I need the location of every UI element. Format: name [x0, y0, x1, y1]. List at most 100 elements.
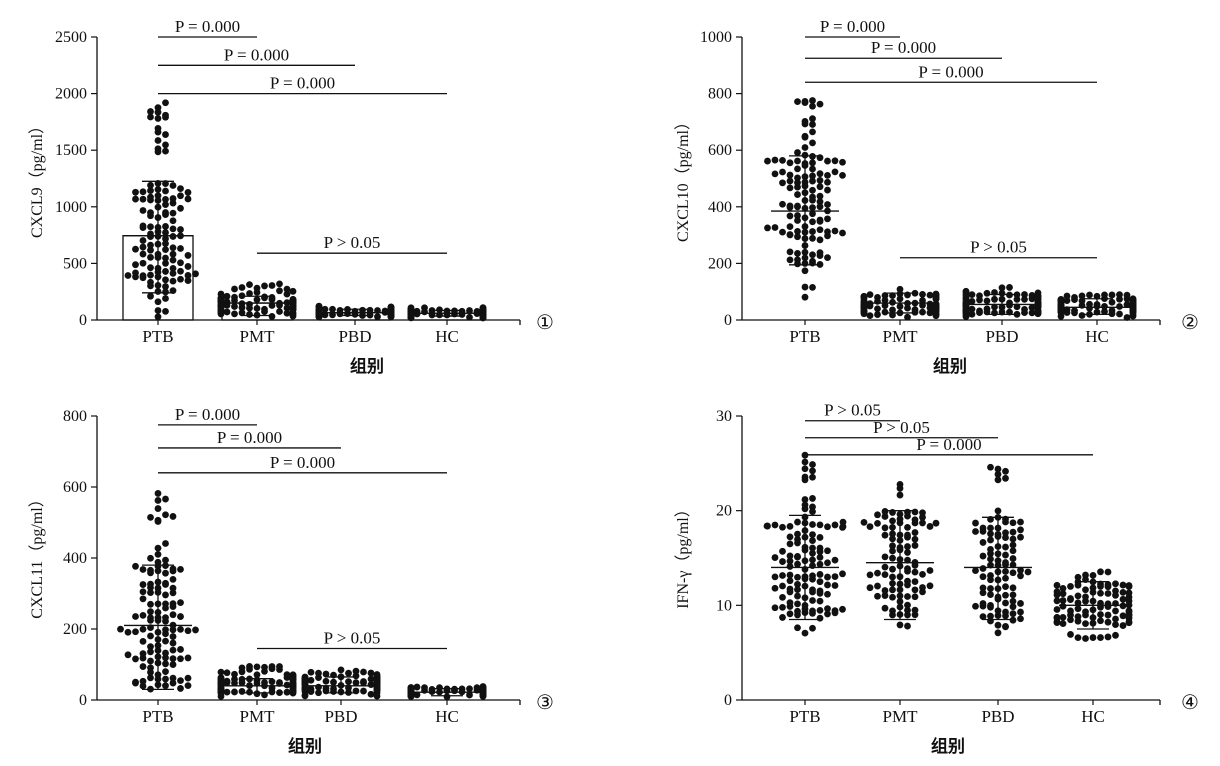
data-point [1074, 617, 1082, 625]
data-point [786, 533, 794, 541]
data-point [994, 629, 1002, 637]
data-point [904, 593, 911, 600]
data-point [987, 536, 994, 544]
data-point [1074, 573, 1082, 581]
data-point [794, 260, 801, 268]
data-point [1053, 581, 1061, 589]
data-point [169, 589, 177, 597]
data-point [831, 227, 839, 235]
data-point [809, 624, 816, 632]
data-point [162, 569, 169, 577]
data-point [786, 223, 794, 231]
data-point [839, 570, 846, 578]
chart-panel-1: 0 500 1000 1500 2000 2500 CXCL9（pg/ml） 组别 ① PTB PM… [28, 17, 554, 377]
data-point [911, 578, 919, 585]
data-point [816, 217, 824, 225]
data-point [162, 604, 169, 612]
data-point [217, 308, 225, 316]
data-point [911, 535, 919, 543]
data-point [330, 678, 337, 686]
data-point [301, 676, 309, 684]
data-point [132, 195, 139, 203]
data-point [253, 690, 261, 698]
data-point [1017, 608, 1024, 616]
data-point [911, 561, 919, 569]
data-point [801, 151, 809, 159]
data-point [177, 613, 184, 620]
data-point [839, 605, 846, 613]
data-point [1059, 597, 1067, 604]
x-tick-label: HC [1085, 327, 1109, 346]
data-point [809, 597, 816, 604]
x-tick-label: HC [435, 327, 459, 346]
data-point [1074, 605, 1082, 613]
data-point [1002, 574, 1009, 582]
data-point [329, 305, 336, 313]
data-point [162, 246, 169, 254]
data-point [976, 296, 983, 304]
data-point [479, 312, 487, 320]
data-point [824, 590, 831, 598]
data-point [162, 675, 169, 683]
data-point [162, 511, 169, 519]
data-point [154, 298, 162, 306]
data-point [162, 637, 169, 645]
x-tick-label: PBD [985, 327, 1018, 346]
data-point [809, 495, 816, 502]
data-point [154, 137, 162, 144]
data-point [162, 211, 169, 218]
data-point [473, 684, 481, 692]
data-point [217, 689, 225, 697]
data-point [184, 263, 192, 270]
data-point [169, 674, 177, 682]
data-point [1119, 581, 1127, 589]
panel-number: ④ [1181, 690, 1199, 714]
data-point [147, 674, 154, 682]
data-point [1053, 613, 1061, 621]
data-point [809, 473, 816, 481]
data-point [983, 297, 991, 305]
data-point [162, 141, 169, 149]
data-point [816, 183, 824, 191]
data-point [139, 588, 147, 596]
data-point [1002, 467, 1009, 475]
y-tick-label: 800 [63, 408, 87, 425]
data-point [154, 313, 162, 321]
data-point [779, 228, 786, 236]
x-tick-label: PTB [789, 707, 820, 726]
data-point [831, 168, 839, 176]
x-tick-label: PBD [981, 707, 1014, 726]
data-point [1108, 298, 1116, 306]
data-point [794, 530, 801, 538]
data-point [816, 597, 824, 605]
data-point [231, 293, 238, 301]
data-point [283, 309, 291, 317]
data-point [979, 584, 987, 592]
data-point [816, 177, 824, 184]
data-point [301, 692, 309, 700]
data-point [184, 195, 192, 203]
data-point [824, 605, 831, 613]
data-point [809, 251, 816, 259]
data-point [1002, 474, 1009, 482]
data-point [1089, 634, 1097, 641]
data-point [932, 519, 940, 527]
data-point [1067, 616, 1074, 624]
data-point [794, 191, 801, 198]
data-point [1125, 612, 1133, 620]
data-point [177, 259, 184, 267]
data-point [904, 622, 911, 630]
data-point [904, 523, 911, 531]
data-point [479, 687, 487, 695]
data-point [1112, 621, 1119, 629]
data-point [824, 186, 831, 194]
data-point [147, 108, 154, 115]
data-point [794, 573, 801, 581]
data-point [169, 250, 177, 258]
data-point [839, 171, 846, 179]
data-point [794, 249, 801, 257]
data-point [1112, 631, 1119, 639]
y-axis-label: CXCL10（pg/ml） [674, 114, 692, 242]
data-point [816, 614, 824, 622]
data-point [816, 100, 824, 108]
